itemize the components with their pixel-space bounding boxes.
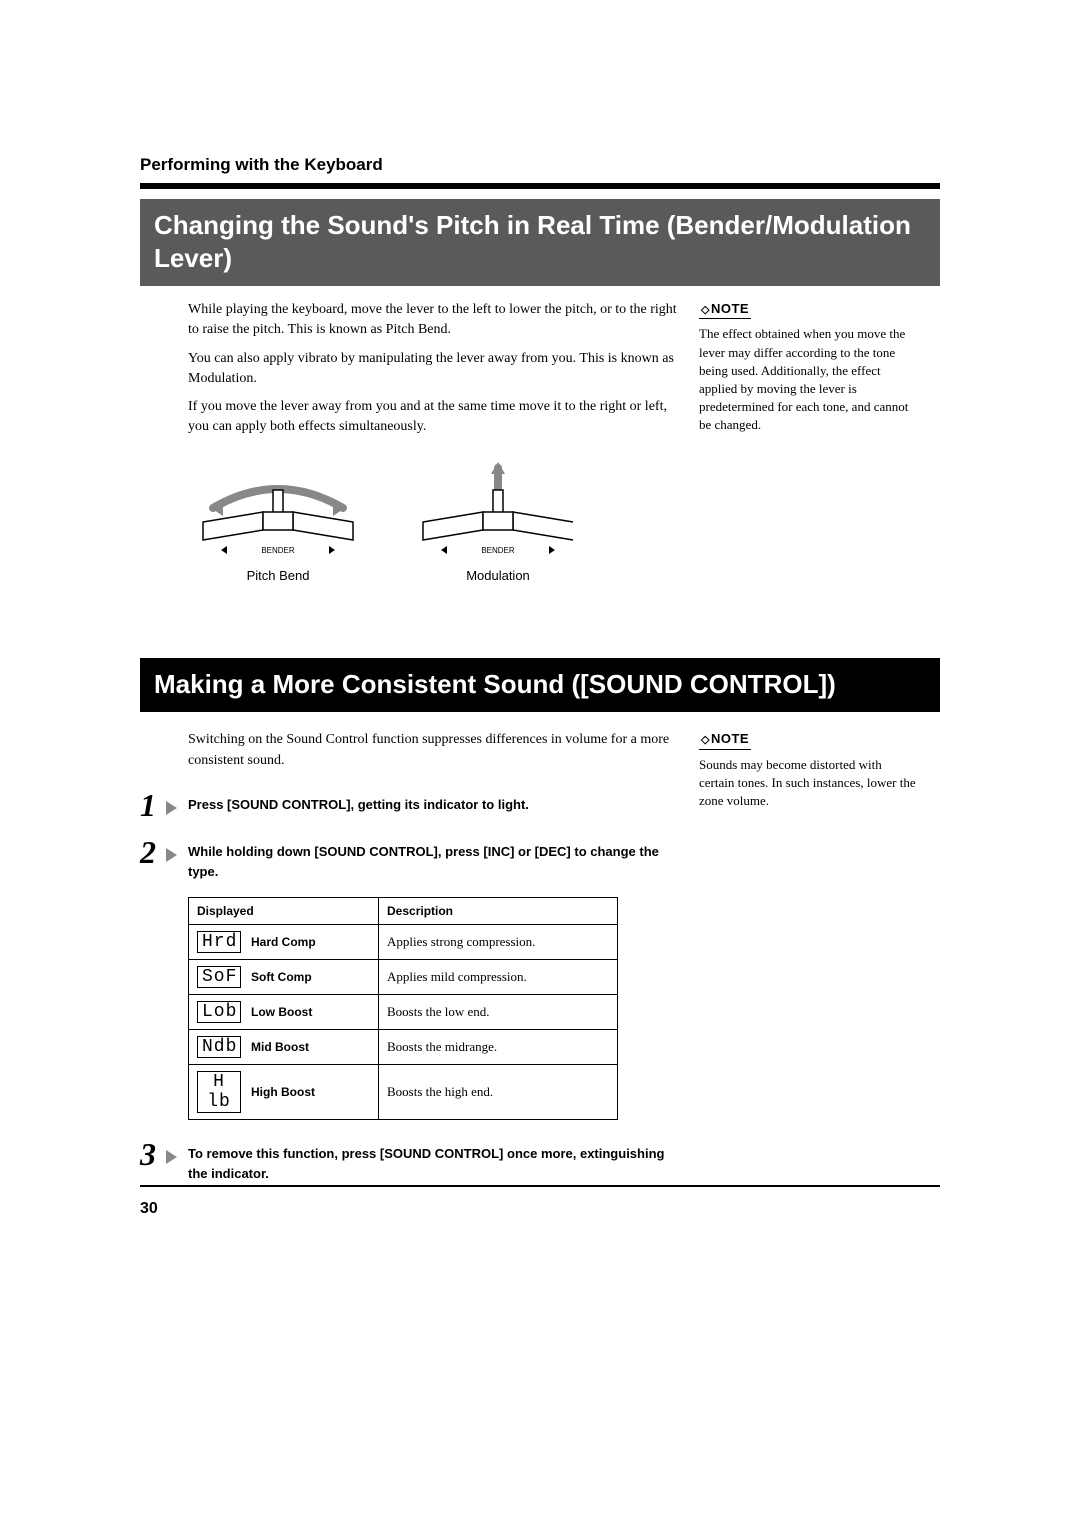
th-displayed: Displayed bbox=[189, 898, 379, 925]
chapter-title: Performing with the Keyboard bbox=[140, 155, 940, 175]
pitch-bend-diagram: BENDER Pitch Bend bbox=[188, 460, 368, 583]
section1-p1: While playing the keyboard, move the lev… bbox=[188, 300, 683, 341]
step-2-number: 2 bbox=[140, 834, 156, 871]
section1-main: While playing the keyboard, move the lev… bbox=[188, 300, 683, 603]
lcd-value: SoF bbox=[197, 966, 241, 988]
lcd-value: Hrd bbox=[197, 931, 241, 953]
bottom-rule bbox=[140, 1185, 940, 1187]
modulation-diagram: BENDER Modulation bbox=[408, 460, 588, 583]
bender-label-right: BENDER bbox=[481, 546, 515, 555]
step-2-arrow-icon bbox=[166, 848, 177, 862]
disp-label: Hard Comp bbox=[251, 935, 316, 949]
section1-body: While playing the keyboard, move the lev… bbox=[140, 300, 940, 603]
disp-label: Low Boost bbox=[251, 1005, 312, 1019]
pitch-bend-caption: Pitch Bend bbox=[188, 568, 368, 583]
section2-intro: Switching on the Sound Control function … bbox=[188, 730, 683, 771]
step-1: 1 Press [SOUND CONTROL], getting its ind… bbox=[188, 795, 683, 815]
desc-cell: Boosts the high end. bbox=[379, 1065, 618, 1120]
bender-label-left: BENDER bbox=[261, 546, 295, 555]
section1-sidebar: NOTE The effect obtained when you move t… bbox=[699, 300, 919, 603]
table-row: H lb High Boost Boosts the high end. bbox=[189, 1065, 618, 1120]
section1-p3: If you move the lever away from you and … bbox=[188, 397, 683, 438]
step-2: 2 While holding down [SOUND CONTROL], pr… bbox=[188, 842, 683, 1120]
section2-body: Switching on the Sound Control function … bbox=[140, 730, 940, 1183]
step-1-text: Press [SOUND CONTROL], getting its indic… bbox=[188, 795, 683, 815]
step-1-number: 1 bbox=[140, 787, 156, 824]
top-rule bbox=[140, 183, 940, 189]
section2-title: Making a More Consistent Sound ([SOUND C… bbox=[140, 658, 940, 713]
step-3-number: 3 bbox=[140, 1136, 156, 1173]
sound-control-table: Displayed Description Hrd Hard Comp Appli… bbox=[188, 897, 618, 1120]
lcd-value: Ndb bbox=[197, 1036, 241, 1058]
step-2-text: While holding down [SOUND CONTROL], pres… bbox=[188, 842, 683, 881]
page-content: Performing with the Keyboard Changing th… bbox=[140, 155, 940, 1183]
table-row: Hrd Hard Comp Applies strong compression. bbox=[189, 925, 618, 960]
disp-label: High Boost bbox=[251, 1085, 315, 1099]
table-row: Lob Low Boost Boosts the low end. bbox=[189, 995, 618, 1030]
section2-note-text: Sounds may become distorted with certain… bbox=[699, 756, 919, 811]
disp-label: Soft Comp bbox=[251, 970, 312, 984]
section1-p2: You can also apply vibrato by manipulati… bbox=[188, 349, 683, 390]
lcd-value: Lob bbox=[197, 1001, 241, 1023]
lcd-value: H lb bbox=[197, 1071, 241, 1113]
section2-sidebar: NOTE Sounds may become distorted with ce… bbox=[699, 730, 919, 1183]
modulation-caption: Modulation bbox=[408, 568, 588, 583]
note-icon: NOTE bbox=[699, 730, 751, 749]
desc-cell: Applies strong compression. bbox=[379, 925, 618, 960]
page-number: 30 bbox=[140, 1200, 158, 1218]
section1-note-text: The effect obtained when you move the le… bbox=[699, 325, 919, 434]
note-icon: NOTE bbox=[699, 300, 751, 319]
step-3-text: To remove this function, press [SOUND CO… bbox=[188, 1144, 683, 1183]
table-row: Ndb Mid Boost Boosts the midrange. bbox=[189, 1030, 618, 1065]
lever-diagrams: BENDER Pitch Bend BENDER bbox=[188, 460, 683, 583]
table-row: SoF Soft Comp Applies mild compression. bbox=[189, 960, 618, 995]
section1-title: Changing the Sound's Pitch in Real Time … bbox=[140, 199, 940, 286]
section2-main: Switching on the Sound Control function … bbox=[188, 730, 683, 1183]
step-3: 3 To remove this function, press [SOUND … bbox=[188, 1144, 683, 1183]
step-1-arrow-icon bbox=[166, 801, 177, 815]
disp-label: Mid Boost bbox=[251, 1040, 309, 1054]
th-description: Description bbox=[379, 898, 618, 925]
desc-cell: Boosts the low end. bbox=[379, 995, 618, 1030]
desc-cell: Applies mild compression. bbox=[379, 960, 618, 995]
desc-cell: Boosts the midrange. bbox=[379, 1030, 618, 1065]
step-3-arrow-icon bbox=[166, 1150, 177, 1164]
